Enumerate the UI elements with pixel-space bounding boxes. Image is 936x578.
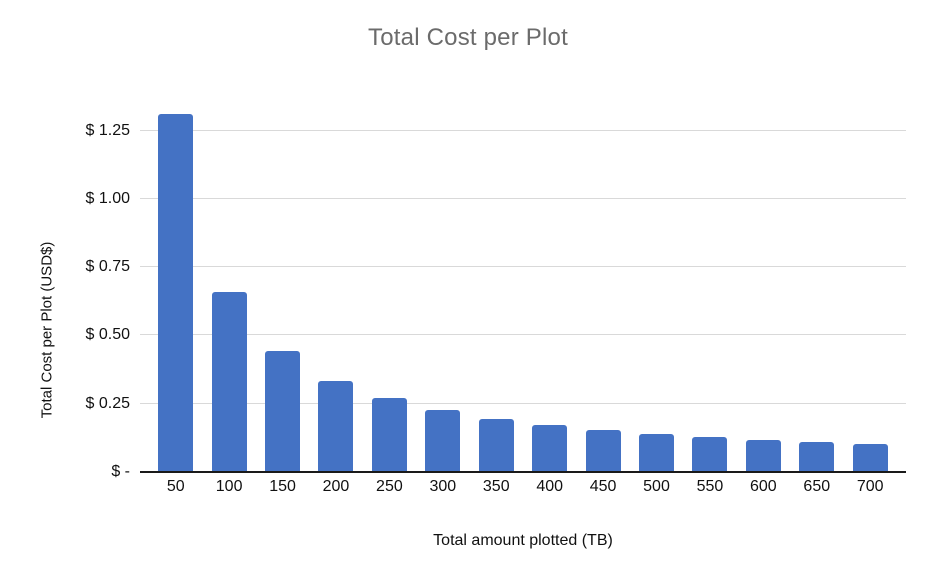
x-tick-label: 200 bbox=[322, 478, 350, 495]
y-tick-label: $ 0.75 bbox=[85, 258, 130, 276]
x-tick-label: 450 bbox=[589, 478, 617, 495]
bar-250 bbox=[371, 398, 407, 472]
x-tick-label: 600 bbox=[750, 478, 777, 495]
bar-cell bbox=[683, 95, 736, 472]
bar-cell bbox=[576, 95, 629, 472]
x-tick-label: 300 bbox=[429, 478, 457, 495]
bar-650 bbox=[799, 441, 835, 472]
x-tick-label: 700 bbox=[856, 478, 884, 495]
x-tick-label: 550 bbox=[696, 478, 724, 495]
bar-500 bbox=[639, 433, 674, 472]
x-tick-label: 500 bbox=[643, 478, 670, 495]
bar-700 bbox=[852, 443, 888, 472]
bar-550 bbox=[692, 437, 728, 472]
x-tick-label: 100 bbox=[215, 478, 243, 495]
bar-200 bbox=[318, 380, 354, 472]
y-tick-label: $ 1.00 bbox=[85, 189, 130, 207]
gridline bbox=[140, 266, 906, 268]
x-tick-label: 250 bbox=[376, 478, 403, 495]
y-axis-title-text: Total Cost per Plot (USD$) bbox=[38, 241, 56, 419]
x-tick-label: 400 bbox=[536, 478, 564, 495]
bar-350 bbox=[478, 418, 514, 472]
x-axis-line bbox=[140, 471, 906, 473]
bars-row bbox=[140, 95, 906, 472]
gridline bbox=[140, 334, 906, 336]
bar-cell bbox=[309, 95, 362, 472]
x-tick-label: 50 bbox=[166, 478, 185, 495]
bar-100 bbox=[211, 291, 247, 472]
gridline bbox=[140, 129, 906, 131]
gridline bbox=[140, 402, 906, 404]
bar-400 bbox=[532, 424, 568, 472]
bar-50 bbox=[158, 114, 194, 472]
bar-300 bbox=[425, 410, 461, 472]
bar-cell bbox=[363, 95, 416, 472]
bar-cell bbox=[416, 95, 469, 472]
bar-cell bbox=[523, 95, 576, 472]
bar-cell bbox=[202, 95, 255, 472]
bar-600 bbox=[745, 439, 781, 472]
chart-title: Total Cost per Plot bbox=[368, 24, 568, 51]
gridline bbox=[140, 197, 906, 199]
bar-cell bbox=[843, 95, 896, 472]
bar-cell bbox=[149, 95, 202, 472]
plot-area bbox=[140, 95, 906, 473]
x-tick-label: 350 bbox=[482, 478, 510, 495]
x-tick-label: 650 bbox=[803, 478, 831, 495]
y-tick-label: $ - bbox=[111, 463, 130, 480]
bar-cell bbox=[737, 95, 790, 472]
x-tick-label: 150 bbox=[269, 478, 296, 495]
y-tick-label: $ 0.25 bbox=[85, 394, 130, 412]
bar-150 bbox=[265, 351, 301, 472]
y-tick-label: $ 0.50 bbox=[85, 326, 130, 344]
bar-450 bbox=[585, 429, 621, 472]
x-tick-labels: 50 100 150 200 250 300 350 400 450 500 550 600 650 70… bbox=[140, 478, 906, 496]
x-axis-title: Total amount plotted (TB) bbox=[433, 532, 613, 549]
bar-cell bbox=[256, 95, 309, 472]
bar-cell bbox=[470, 95, 523, 472]
bar-cell bbox=[790, 95, 843, 472]
y-tick-label: $ 1.25 bbox=[85, 121, 130, 139]
bar-cell bbox=[630, 95, 683, 472]
